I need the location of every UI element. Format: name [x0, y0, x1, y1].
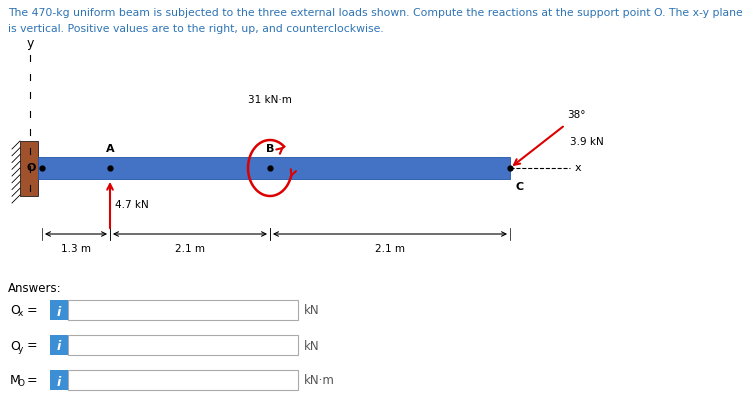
Text: 3.9 kN: 3.9 kN — [570, 137, 604, 147]
Text: =: = — [27, 304, 38, 318]
Text: 4.7 kN: 4.7 kN — [115, 200, 149, 210]
Bar — [68, 370, 298, 390]
Bar — [20, 141, 38, 196]
Text: y: y — [26, 37, 34, 50]
Text: O: O — [10, 340, 20, 352]
Text: y: y — [18, 344, 23, 354]
Text: The 470-kg uniform beam is subjected to the three external loads shown. Compute : The 470-kg uniform beam is subjected to … — [8, 8, 742, 18]
Bar — [50, 370, 68, 390]
Text: 31 kN·m: 31 kN·m — [248, 95, 292, 105]
Text: x: x — [575, 163, 581, 173]
Bar — [50, 335, 68, 355]
Text: 2.1 m: 2.1 m — [175, 244, 205, 254]
Text: O: O — [26, 163, 36, 173]
Text: i: i — [57, 340, 61, 354]
Text: C: C — [515, 182, 523, 192]
Text: Answers:: Answers: — [8, 282, 62, 295]
Text: O: O — [10, 304, 20, 318]
Bar — [38, 157, 510, 179]
Text: kN: kN — [304, 340, 320, 352]
Bar — [68, 300, 298, 320]
Text: x: x — [18, 310, 23, 318]
Text: kN: kN — [304, 304, 320, 318]
Text: A: A — [106, 144, 114, 154]
Bar — [50, 300, 68, 320]
Text: M: M — [10, 375, 20, 387]
Text: O: O — [18, 379, 25, 389]
Text: kN·m: kN·m — [304, 375, 335, 387]
Text: is vertical. Positive values are to the right, up, and counterclockwise.: is vertical. Positive values are to the … — [8, 24, 384, 34]
Text: B: B — [266, 144, 274, 154]
Text: 1.3 m: 1.3 m — [61, 244, 91, 254]
Text: i: i — [57, 306, 61, 318]
Bar — [68, 335, 298, 355]
Text: i: i — [57, 375, 61, 389]
Text: =: = — [27, 340, 38, 352]
Text: =: = — [27, 375, 38, 387]
Text: 38°: 38° — [567, 110, 586, 120]
Text: 2.1 m: 2.1 m — [375, 244, 405, 254]
